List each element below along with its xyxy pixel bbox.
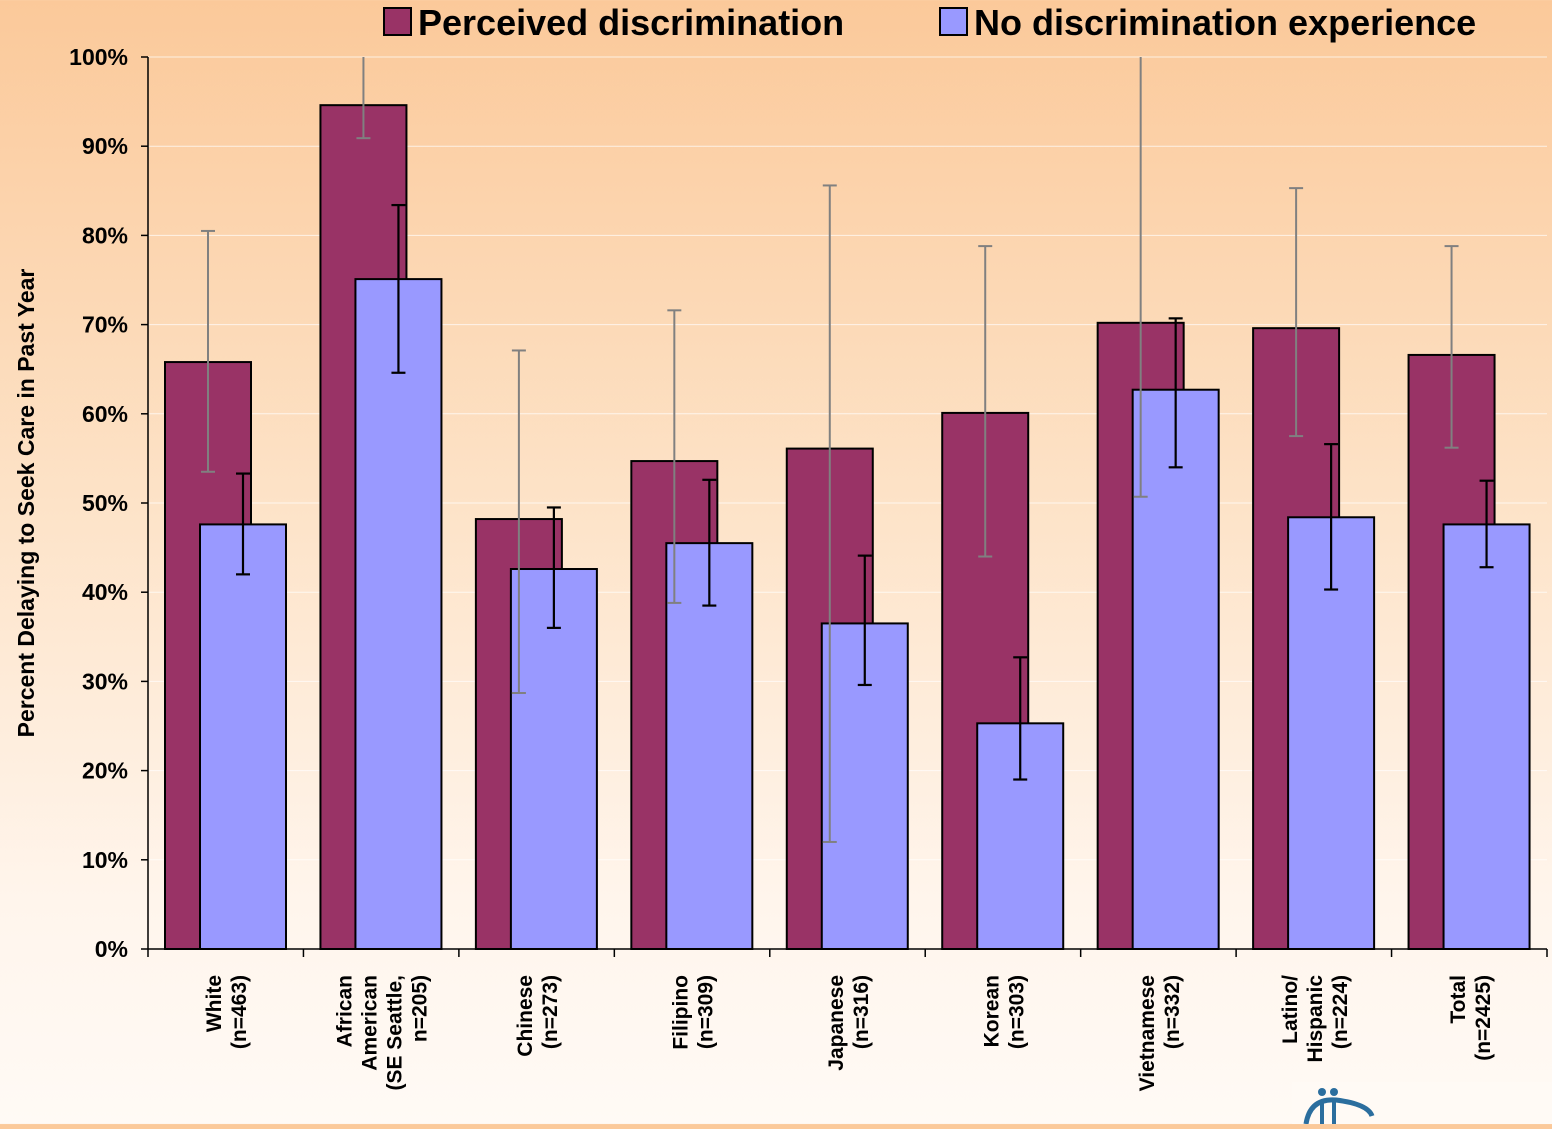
category-label-line: Filipino xyxy=(670,975,693,1050)
y-tick-label: 100% xyxy=(69,44,128,70)
category-label: Chinese (n=273) xyxy=(514,975,562,1057)
category-label-line: (n=273) xyxy=(539,975,562,1049)
x-category-labels: White (n=463) African American (SE Seattle, n… xyxy=(203,975,1495,1092)
category-label: African American (SE Seattle, n=205) xyxy=(334,975,432,1091)
bar-no-discrimination xyxy=(1442,523,1531,951)
error-bars xyxy=(201,57,1494,843)
legend-swatch xyxy=(939,7,968,36)
category-label-line: (n=2425) xyxy=(1472,975,1495,1061)
category-label-line: Total xyxy=(1447,975,1470,1024)
category-label-line: (n=303) xyxy=(1005,975,1028,1049)
category-label-line: Latino/ xyxy=(1279,975,1302,1044)
legend-swatch xyxy=(383,7,412,36)
bar-no-discrimination xyxy=(665,542,754,950)
category-label-line: n=205) xyxy=(409,975,432,1042)
y-tick-label: 40% xyxy=(82,579,128,605)
y-tick-labels: 0% 10% 20% 30% 40% 50% 60% 70% 80% 90% 100% xyxy=(69,44,128,962)
institution-logo-icon xyxy=(1303,1088,1375,1125)
y-tick-label: 0% xyxy=(95,936,128,962)
category-label: Vietnamese (n=332) xyxy=(1136,975,1184,1091)
category-label-line: African xyxy=(334,975,357,1047)
category-label-line: Vietnamese xyxy=(1136,975,1159,1091)
category-label: Korean (n=303) xyxy=(980,975,1028,1049)
y-tick-label: 20% xyxy=(82,758,128,784)
y-tick-label: 70% xyxy=(82,312,128,338)
category-label-line: (n=332) xyxy=(1161,975,1184,1049)
logo-area xyxy=(1292,1082,1552,1125)
y-tick-label: 10% xyxy=(82,847,128,873)
category-label-line: Japanese xyxy=(825,975,848,1071)
bar-no-discrimination xyxy=(199,523,287,951)
category-label-line: (n=316) xyxy=(850,975,873,1049)
category-label: Latino/Hispanic (n=224) xyxy=(1279,975,1352,1063)
category-label-line: American xyxy=(359,975,382,1071)
y-tick-label: 30% xyxy=(82,668,128,694)
axes xyxy=(141,56,1548,957)
category-label: White (n=463) xyxy=(203,975,251,1049)
legend-label: No discrimination experience xyxy=(974,2,1476,43)
y-axis-label: Percent Delaying to Seek Care in Past Ye… xyxy=(13,269,39,738)
y-tick-label: 90% xyxy=(82,133,128,159)
y-tick-label: 60% xyxy=(82,401,128,427)
bars xyxy=(164,104,1531,951)
category-label-line: (n=309) xyxy=(695,975,718,1049)
category-label-line: White xyxy=(203,975,226,1032)
y-tick-label: 80% xyxy=(82,222,128,248)
legend: Perceived discrimination No discriminatio… xyxy=(383,2,1476,43)
category-label: Filipino (n=309) xyxy=(670,975,718,1050)
legend-label: Perceived discrimination xyxy=(418,2,844,43)
bar-no-discrimination xyxy=(1131,388,1220,950)
category-label-line: (n=224) xyxy=(1329,975,1352,1049)
category-label-line: Korean xyxy=(980,975,1003,1047)
bar-no-discrimination xyxy=(509,568,598,950)
bar-no-discrimination xyxy=(354,278,443,951)
category-label-line: (n=463) xyxy=(228,975,251,1049)
y-tick-label: 50% xyxy=(82,490,128,516)
category-label: Japanese (n=316) xyxy=(825,975,873,1071)
category-label-line: Chinese xyxy=(514,975,537,1057)
category-label-line: Hispanic xyxy=(1304,975,1327,1063)
category-label: Total (n=2425) xyxy=(1447,975,1495,1061)
category-label-line: (SE Seattle, xyxy=(384,975,407,1091)
